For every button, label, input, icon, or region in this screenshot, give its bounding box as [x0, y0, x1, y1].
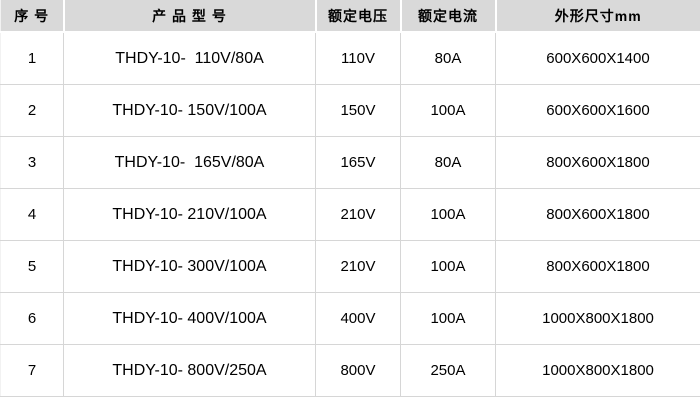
table-row: 2 THDY-10- 150V/100A 150V 100A 600X600X1…	[0, 84, 700, 137]
spec-table: 序 号 产 品 型 号 额定电压 额定电流 外形尺寸mm 1 THDY-10- …	[0, 0, 700, 397]
table-header-row: 序 号 产 品 型 号 额定电压 额定电流 外形尺寸mm	[0, 0, 700, 33]
column-header-current: 额定电流	[400, 0, 497, 33]
cell-voltage: 110V	[315, 31, 401, 85]
cell-current: 100A	[400, 240, 496, 293]
cell-voltage: 210V	[315, 188, 401, 241]
cell-serial: 4	[0, 188, 64, 241]
cell-model: THDY-10- 165V/80A	[63, 136, 316, 189]
cell-current: 100A	[400, 188, 496, 241]
cell-size: 800X600X1800	[495, 188, 700, 241]
cell-voltage: 400V	[315, 292, 401, 345]
cell-model: THDY-10- 300V/100A	[63, 240, 316, 293]
cell-voltage: 210V	[315, 240, 401, 293]
cell-voltage: 150V	[315, 84, 401, 137]
cell-size: 800X600X1800	[495, 136, 700, 189]
cell-current: 100A	[400, 84, 496, 137]
cell-size: 600X600X1600	[495, 84, 700, 137]
table-row: 6 THDY-10- 400V/100A 400V 100A 1000X800X…	[0, 292, 700, 345]
cell-model: THDY-10- 210V/100A	[63, 188, 316, 241]
cell-size: 600X600X1400	[495, 31, 700, 85]
column-header-voltage: 额定电压	[315, 0, 402, 33]
table-row: 3 THDY-10- 165V/80A 165V 80A 800X600X180…	[0, 136, 700, 189]
cell-size: 800X600X1800	[495, 240, 700, 293]
cell-voltage: 800V	[315, 344, 401, 397]
table-row: 4 THDY-10- 210V/100A 210V 100A 800X600X1…	[0, 188, 700, 241]
cell-serial: 6	[0, 292, 64, 345]
cell-size: 1000X800X1800	[495, 292, 700, 345]
cell-serial: 5	[0, 240, 64, 293]
cell-current: 100A	[400, 292, 496, 345]
cell-model: THDY-10- 800V/250A	[63, 344, 316, 397]
cell-model: THDY-10- 400V/100A	[63, 292, 316, 345]
cell-serial: 1	[0, 31, 64, 85]
column-header-model: 产 品 型 号	[63, 0, 317, 33]
cell-model: THDY-10- 150V/100A	[63, 84, 316, 137]
cell-serial: 3	[0, 136, 64, 189]
cell-serial: 2	[0, 84, 64, 137]
cell-current: 80A	[400, 31, 496, 85]
column-header-serial: 序 号	[0, 0, 65, 33]
cell-current: 80A	[400, 136, 496, 189]
table-row: 7 THDY-10- 800V/250A 800V 250A 1000X800X…	[0, 344, 700, 397]
cell-size: 1000X800X1800	[495, 344, 700, 397]
table-row: 1 THDY-10- 110V/80A 110V 80A 600X600X140…	[0, 31, 700, 85]
cell-serial: 7	[0, 344, 64, 397]
column-header-size: 外形尺寸mm	[495, 0, 700, 33]
cell-voltage: 165V	[315, 136, 401, 189]
cell-model: THDY-10- 110V/80A	[63, 31, 316, 85]
cell-current: 250A	[400, 344, 496, 397]
table-row: 5 THDY-10- 300V/100A 210V 100A 800X600X1…	[0, 240, 700, 293]
